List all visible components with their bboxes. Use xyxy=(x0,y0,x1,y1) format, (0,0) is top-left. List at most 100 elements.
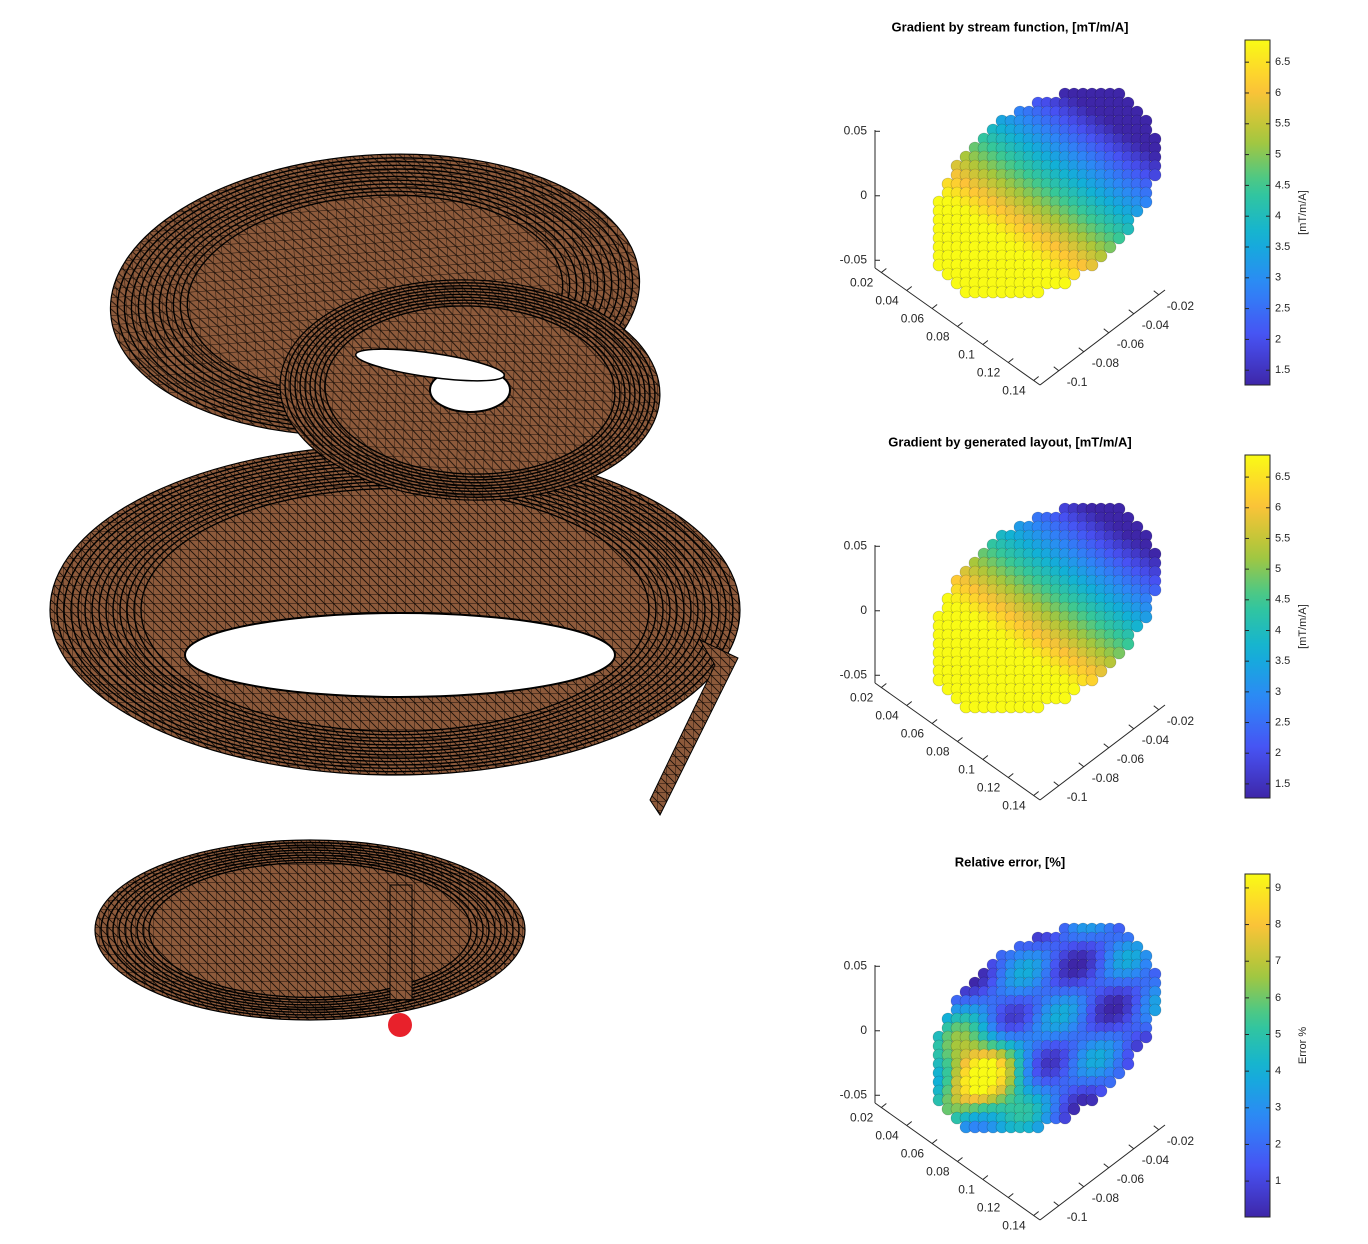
scatter-point xyxy=(1112,646,1126,660)
y-tick xyxy=(1153,1125,1160,1131)
coil-band xyxy=(49,444,741,776)
y-tick-label: -0.1 xyxy=(1067,1210,1088,1224)
scatter-point xyxy=(1139,1030,1153,1044)
y-tick xyxy=(1053,366,1060,372)
coil-turn xyxy=(294,287,646,493)
x-tick xyxy=(906,1121,913,1126)
colorbar-tick-label: 4.5 xyxy=(1275,179,1290,191)
colorbar-tick-label: 7 xyxy=(1275,955,1281,967)
colorbar-tick-label: 2.5 xyxy=(1275,716,1290,728)
colorbar-tick-label: 2 xyxy=(1275,747,1281,759)
x-tick xyxy=(982,340,989,345)
y-tick xyxy=(1153,705,1160,711)
coil-turn xyxy=(118,849,502,1011)
z-tick-label: -0.05 xyxy=(840,252,868,266)
coil-turn xyxy=(304,293,636,487)
y-tick xyxy=(1103,743,1110,749)
coil-lead xyxy=(389,884,413,1001)
colorbar-tick-label: 5.5 xyxy=(1275,532,1290,544)
colorbar-tick-label: 5 xyxy=(1275,1028,1281,1040)
coil-turn xyxy=(289,284,651,496)
colorbar-tick-label: 2 xyxy=(1275,1138,1281,1150)
x-tick xyxy=(957,737,963,742)
scatter-point xyxy=(1067,267,1081,281)
coil-turn xyxy=(130,854,490,1006)
x-tick xyxy=(906,701,913,706)
colorbar-tick-label: 4 xyxy=(1275,1065,1281,1077)
scatter-point xyxy=(1058,276,1072,290)
colorbar-tick-label: 4.5 xyxy=(1275,594,1290,606)
y-tick-label: -0.04 xyxy=(1142,1153,1170,1167)
y-tick-label: -0.02 xyxy=(1167,1134,1195,1148)
x-tick-label: 0.14 xyxy=(1002,799,1026,813)
x-tick-label: 0.04 xyxy=(875,294,899,308)
y-tick-label: -0.02 xyxy=(1167,299,1195,313)
scatter-point xyxy=(1067,682,1081,696)
scatter-point xyxy=(1067,1102,1081,1116)
colorbar-tick-label: 2 xyxy=(1275,333,1281,345)
colorbar-tick-label: 3 xyxy=(1275,1102,1281,1114)
y-tick xyxy=(1053,1201,1060,1207)
y-tick-label: -0.08 xyxy=(1092,1191,1120,1205)
scatter-point xyxy=(1139,610,1153,624)
colorbar-tick-label: 4 xyxy=(1275,210,1281,222)
scatter-point xyxy=(1085,258,1099,272)
y-tick xyxy=(1078,1182,1085,1188)
coil-turn xyxy=(148,861,472,999)
coil-band xyxy=(94,839,526,1021)
x-tick xyxy=(982,755,989,760)
colorbar-tick-label: 3.5 xyxy=(1275,655,1290,667)
coil-turn xyxy=(136,856,484,1004)
x-tick xyxy=(957,322,963,327)
x-tick xyxy=(1033,1211,1039,1216)
scatter-point xyxy=(1130,619,1144,633)
x-tick xyxy=(931,304,938,309)
scatter-point xyxy=(1139,195,1153,209)
z-tick-label: -0.05 xyxy=(840,667,868,681)
coil-turn xyxy=(299,290,641,490)
z-tick-label: 0 xyxy=(860,603,867,617)
x-tick xyxy=(1007,773,1014,778)
scatter-point xyxy=(1103,655,1117,669)
colorbar-tick-label: 8 xyxy=(1275,918,1281,930)
scatter-point xyxy=(1058,1111,1072,1125)
scatter-point xyxy=(1031,285,1045,299)
colorbar-tick-label: 3 xyxy=(1275,686,1281,698)
x-tick-label: 0.12 xyxy=(977,781,1001,795)
x-tick-label: 0.12 xyxy=(977,1201,1001,1215)
coil-turn xyxy=(106,844,514,1016)
x-tick xyxy=(931,719,938,724)
x-tick xyxy=(881,1103,887,1108)
scatter-point xyxy=(1094,1084,1108,1098)
x-tick-label: 0.06 xyxy=(901,312,925,326)
x-tick xyxy=(1033,376,1039,381)
colorbar-tick-label: 1.5 xyxy=(1275,778,1290,790)
colorbar-tick-label: 6.5 xyxy=(1275,471,1290,483)
x-tick xyxy=(906,286,913,291)
x-tick-label: 0.14 xyxy=(1002,384,1026,398)
z-tick-label: 0 xyxy=(860,188,867,202)
x-tick xyxy=(1007,1193,1014,1198)
coil-turn xyxy=(324,305,616,475)
chart-title: Gradient by generated layout, [mT/m/A] xyxy=(888,434,1131,449)
y-tick xyxy=(1078,762,1085,768)
scatter-point xyxy=(1031,1120,1045,1134)
colorbar-tick-label: 5 xyxy=(1275,563,1281,575)
scatter-point xyxy=(1058,691,1072,705)
coil-turn xyxy=(309,296,631,484)
z-tick-label: 0.05 xyxy=(844,123,868,137)
coil-hole xyxy=(354,348,506,382)
x-tick-label: 0.06 xyxy=(901,1147,925,1161)
z-tick-label: -0.05 xyxy=(840,1087,868,1101)
colorbar-tick-label: 3.5 xyxy=(1275,241,1290,253)
y-tick-label: -0.02 xyxy=(1167,714,1195,728)
y-tick xyxy=(1103,1163,1110,1169)
y-tick-label: -0.08 xyxy=(1092,771,1120,785)
coil-turn xyxy=(284,282,656,498)
colorbar-tick-label: 5 xyxy=(1275,148,1281,160)
y-tick-label: -0.06 xyxy=(1117,337,1145,351)
scatter-point xyxy=(1094,249,1108,263)
colorbar-label: [mT/m/A] xyxy=(1297,190,1309,235)
colorbar-tick-label: 1.5 xyxy=(1275,364,1290,376)
coil-turn xyxy=(124,851,496,1009)
